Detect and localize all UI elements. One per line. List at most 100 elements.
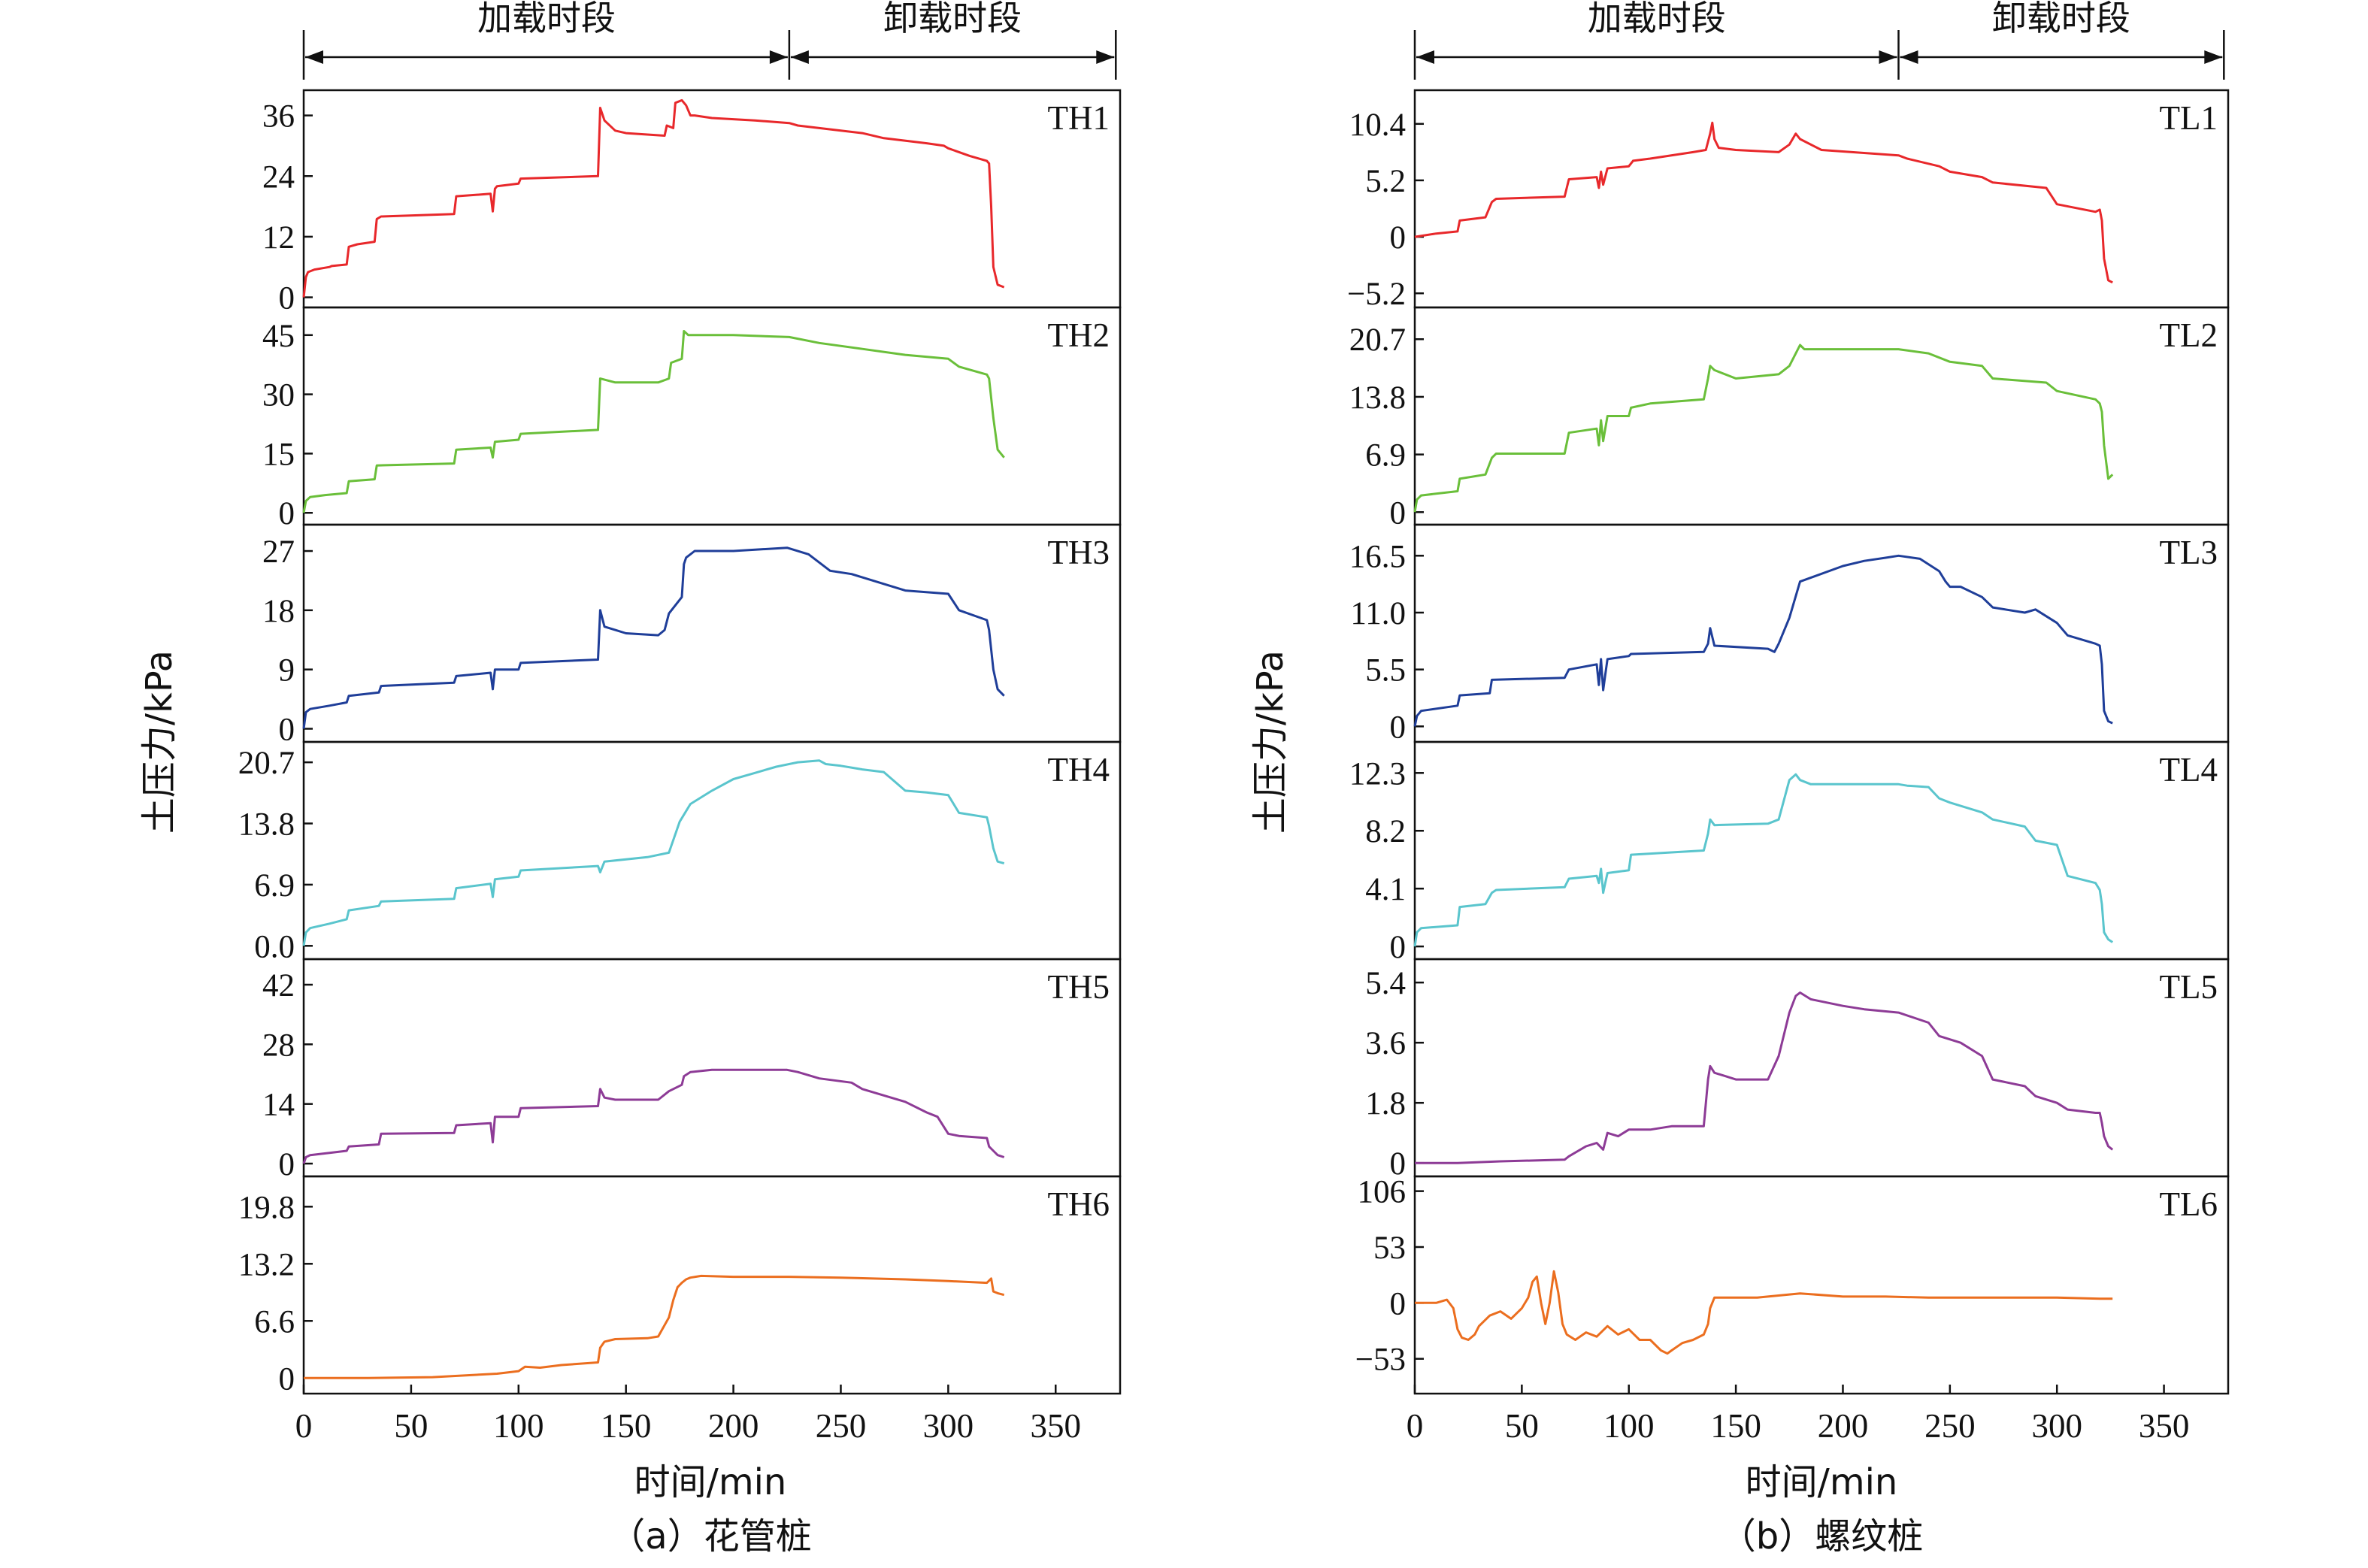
panel-label: TH4 <box>1048 751 1110 789</box>
series-line-th2 <box>302 330 1005 513</box>
y-tick-label: 3.6 <box>1365 1026 1406 1061</box>
y-tick-label: 36 <box>262 99 295 135</box>
panel-frame <box>302 306 1122 526</box>
y-tick-label: 13.2 <box>238 1247 295 1282</box>
panel-frame <box>302 958 1122 1178</box>
y-tick-label: 30 <box>262 378 295 413</box>
loading-phase-label: 加载时段 <box>1588 0 1726 38</box>
y-tick-label: 9 <box>279 653 295 689</box>
y-tick-label: 11.0 <box>1350 596 1406 631</box>
y-tick-label: 27 <box>262 534 295 570</box>
arrowhead-left-icon <box>1416 50 1434 64</box>
series-line-th4 <box>302 759 1005 946</box>
panel-label: TL3 <box>2160 534 2218 571</box>
series-line-th3 <box>302 546 1005 729</box>
panel-label: TH2 <box>1048 316 1110 354</box>
y-tick-label: 13.8 <box>238 807 295 843</box>
y-tick-label: 0 <box>279 281 295 316</box>
x-tick-label: 350 <box>2139 1407 2190 1445</box>
y-tick-label: 1.8 <box>1365 1086 1406 1122</box>
panel-th4: 0.0 6.9 13.8 20.7 TH4 <box>238 740 1122 964</box>
y-tick-label: 24 <box>262 159 295 195</box>
y-tick-label: 10.4 <box>1349 107 1406 143</box>
panel-frame <box>1413 523 2230 743</box>
series-line-tl2 <box>1413 344 2114 513</box>
panel-tl6: −53 0 53 106 TL6 <box>1355 1175 2230 1395</box>
panel-label: TH1 <box>1048 99 1110 137</box>
y-tick-label: 0 <box>1390 1146 1407 1182</box>
panel-label: TL6 <box>2160 1185 2218 1223</box>
panel-label: TL2 <box>2160 316 2218 354</box>
subfigure-caption: （b）螺纹桩 <box>1720 1515 1923 1557</box>
x-tick-label: 200 <box>708 1407 759 1445</box>
panel-th5: 0 14 28 42 TH5 <box>262 958 1122 1182</box>
y-tick-label: 19.8 <box>238 1190 295 1225</box>
series-line-th6 <box>304 1274 1005 1379</box>
y-tick-label: 0.0 <box>254 929 295 964</box>
unloading-phase-label: 卸载时段 <box>883 0 1022 38</box>
y-tick-label: 5.4 <box>1365 966 1406 1001</box>
y-tick-label: 28 <box>262 1028 295 1063</box>
x-tick-label: 100 <box>493 1407 544 1445</box>
series-line-tl5 <box>1415 991 2114 1164</box>
y-tick-label: 12.3 <box>1349 756 1406 792</box>
y-tick-label: −5.2 <box>1347 277 1406 312</box>
y-tick-label: 5.2 <box>1365 164 1406 199</box>
y-tick-label: 53 <box>1373 1230 1406 1266</box>
panel-frame <box>302 1175 1122 1395</box>
panel-label: TH5 <box>1048 968 1110 1006</box>
y-tick-label: 14 <box>262 1088 295 1123</box>
panel-th1: 0 12 24 36 TH1 <box>262 89 1122 316</box>
x-axis-title: 时间/min <box>634 1461 787 1503</box>
y-tick-label: 15 <box>262 437 295 472</box>
panel-tl1: −5.2 0 5.2 10.4 TL1 <box>1347 89 2230 312</box>
y-tick-label: 0 <box>1390 1286 1407 1321</box>
series-line-th1 <box>302 98 1005 298</box>
panel-label: TL4 <box>2160 751 2218 789</box>
y-tick-label: 6.6 <box>254 1304 295 1339</box>
x-tick-label: 200 <box>1818 1407 1869 1445</box>
y-tick-label: 4.1 <box>1365 872 1406 907</box>
panel-label: TH6 <box>1048 1185 1110 1223</box>
y-tick-label: 16.5 <box>1349 539 1406 574</box>
arrowhead-left-icon <box>790 50 809 64</box>
y-tick-label: 20.7 <box>1349 322 1406 358</box>
panel-frame <box>1413 740 2230 961</box>
y-tick-label: 0 <box>279 1147 295 1182</box>
x-tick-label: 300 <box>923 1407 974 1445</box>
y-tick-label: 8.2 <box>1365 814 1406 849</box>
panel-frame <box>1413 1175 2230 1395</box>
arrowhead-right-icon <box>1879 50 1897 64</box>
y-tick-label: 45 <box>262 319 295 354</box>
x-tick-label: 250 <box>816 1407 867 1445</box>
y-tick-label: 18 <box>262 594 295 629</box>
arrowhead-left-icon <box>305 50 323 64</box>
x-tick-label: 250 <box>1924 1407 1976 1445</box>
series-line-tl3 <box>1413 554 2113 727</box>
loading-phase-label: 加载时段 <box>477 0 616 38</box>
x-tick-label: 350 <box>1031 1407 1082 1445</box>
y-tick-label: 0 <box>279 1361 295 1397</box>
arrowhead-right-icon <box>1096 50 1115 64</box>
y-axis-title: 土压力/kPa <box>138 650 180 834</box>
x-tick-label: 100 <box>1603 1407 1655 1445</box>
y-tick-label: 0 <box>1390 710 1407 745</box>
y-tick-label: 6.9 <box>254 868 295 904</box>
series-line-tl1 <box>1414 121 2113 284</box>
y-tick-label: 106 <box>1358 1175 1407 1210</box>
y-tick-label: 20.7 <box>238 746 295 781</box>
arrowhead-left-icon <box>1900 50 1918 64</box>
y-tick-label: 0 <box>1390 930 1407 965</box>
panel-th3: 0 9 18 27 TH3 <box>262 523 1122 747</box>
y-tick-label: 0 <box>1390 495 1407 531</box>
panel-label: TL5 <box>2160 968 2218 1006</box>
panel-tl4: 0 4.1 8.2 12.3 TL4 <box>1349 740 2230 965</box>
panel-tl3: 0 5.5 11.0 16.5 TL3 <box>1349 523 2230 745</box>
x-tick-label: 150 <box>601 1407 652 1445</box>
x-tick-label: 50 <box>394 1407 428 1445</box>
panel-frame <box>302 89 1122 309</box>
panel-label: TH3 <box>1048 534 1110 571</box>
y-tick-label: −53 <box>1355 1342 1406 1378</box>
